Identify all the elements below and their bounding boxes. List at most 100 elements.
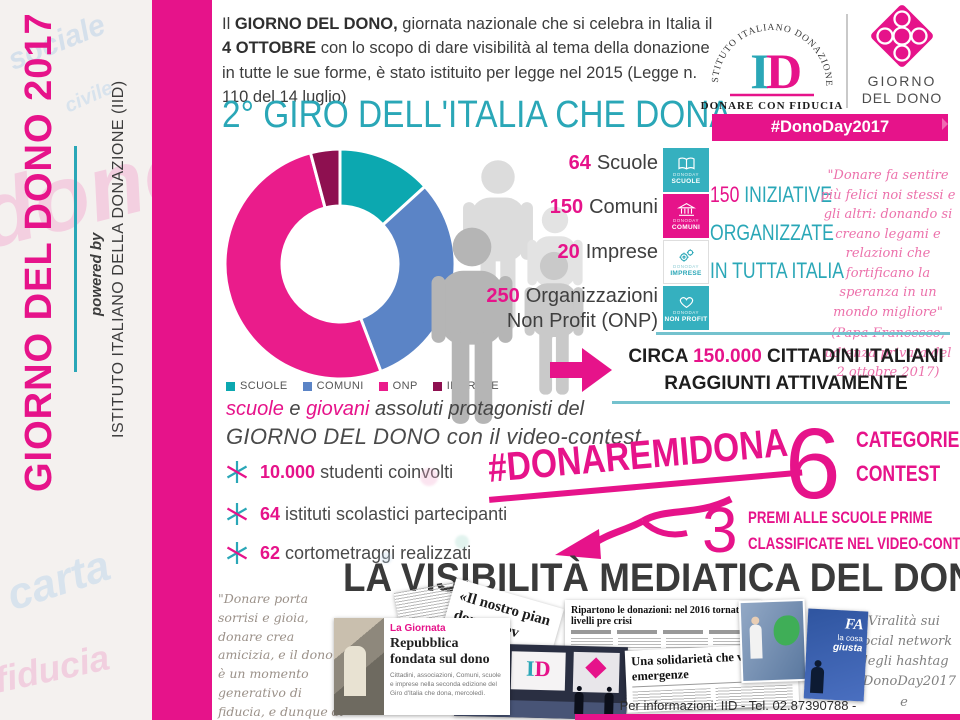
bullet-cortometraggi: 62 cortometraggi realizzati [224, 540, 471, 566]
legend-swatch [226, 381, 235, 391]
bullet-label: studenti coinvolti [320, 461, 454, 482]
heart-icon [679, 296, 693, 308]
schools-intro-line2: GIORNO DEL DONO con il video-contest [226, 424, 641, 450]
footer-pink-strip [575, 714, 960, 720]
mattarella-quote: "Donare porta sorrisi e gioia, donare cr… [218, 590, 344, 720]
iid-logo: ISTITUTO ITALIANO DONAZIONE I D DONARE C… [700, 4, 844, 112]
stat-label: Imprese [585, 241, 658, 263]
gdd-logo-line1: GIORNO [868, 73, 937, 89]
newspaper-clipping-giornata: La Giornata Repubblica fondata sul dono … [334, 618, 510, 715]
stage-backdrop-panel: ID [510, 651, 566, 691]
donoday-hashtag: #DonoDay2017 [770, 118, 890, 136]
contest-label-categorie: CATEGORIE [856, 427, 960, 453]
bullet-label: istituti scolastici partecipanti [285, 503, 508, 524]
legend-label: ONP [392, 380, 418, 392]
legend-item: SCUOLE [226, 380, 288, 392]
asterisk-icon [226, 503, 248, 525]
badge-label: IMPRESE [670, 269, 702, 277]
badge-top-text: DONODAY [673, 171, 699, 177]
schools-intro-line1: scuole e giovani assoluti protagonisti d… [226, 398, 584, 421]
stat-value: 150 [549, 196, 584, 218]
prizes-text: PREMI ALLE SCUOLE PRIME [748, 508, 933, 527]
pope-quote-text: "Donare fa sentire più felici noi stessi… [820, 168, 956, 320]
schools-text: e [283, 398, 307, 420]
legend-item: ONP [378, 380, 418, 392]
reach-text: CIRCA [628, 346, 694, 367]
bullet-istituti: 64 istituti scolastici partecipanti [224, 501, 507, 527]
iid-logo-tagline: DONARE CON FIDUCIA [701, 100, 844, 112]
stat-label: Scuole [596, 152, 658, 174]
donut-segment-imprese [308, 147, 342, 210]
legend-swatch [378, 381, 388, 391]
background-speck [420, 468, 438, 486]
initiatives-block: 150 INIZIATIVE ORGANIZZATE IN TUTTA ITAL… [710, 176, 877, 290]
event-title-vertical: GIORNO DEL DONO 2017 [18, 12, 60, 492]
intro-text: con lo scopo di dare visibilità al tema … [222, 39, 710, 107]
pope-quote-attribution: (Papa Francesco, udienza privata del 2 o… [824, 326, 952, 380]
schools-text: assoluti protagonisti del [369, 398, 585, 420]
badge-donoday-nonprofit: DONODAY NON PROFIT [663, 286, 709, 330]
clipping-body-text: Cittadini, associazioni, Comuni, scuole … [390, 672, 501, 697]
contest-label-text: CATEGORIE [856, 427, 960, 452]
book-icon [677, 156, 695, 170]
intro-text: Il [222, 15, 235, 33]
legend-swatch [432, 381, 442, 391]
initiatives-word: INIZIATIVE [739, 182, 832, 207]
tv-green-graphic [773, 615, 801, 646]
legend-label: COMUNI [316, 380, 364, 392]
gdd-diamond-icon [871, 5, 933, 67]
badge-top-text: DONODAY [673, 309, 699, 315]
schools-word-giovani: giovani [306, 398, 370, 420]
initiatives-line2: ORGANIZZATE [710, 220, 834, 245]
clipping-kicker: La Giornata [390, 623, 446, 634]
prizes-number-3: 3 [702, 494, 738, 566]
iid-logo-letter-i: I [750, 43, 769, 99]
asterisk-icon [226, 461, 248, 483]
stat-label-line2: Non Profit (ONP) [506, 310, 658, 332]
donut-segment-onp [223, 151, 383, 381]
bank-icon [676, 202, 696, 216]
badge-donoday-imprese: DONODAY IMPRESE [663, 240, 709, 284]
legend-swatch [302, 381, 312, 391]
badge-donoday-comuni: DONODAY COMUNI [663, 194, 709, 238]
stat-comuni: 150 Comuni [550, 196, 658, 219]
tv-title-line: giusta [832, 641, 863, 655]
prizes-line2: CLASSIFICATE NEL VIDEO-CONTEST [748, 534, 960, 554]
initiatives-line3: IN TUTTA ITALIA [710, 258, 844, 283]
clipping-photo [334, 618, 384, 715]
intro-bold-date: 4 OTTOBRE [222, 39, 317, 58]
watermark-word: civile [61, 76, 117, 118]
clipping-headline: Repubblica fondata sul dono [390, 636, 490, 667]
watermark-word: carta [0, 540, 117, 621]
clipping-body: La Giornata Repubblica fondata sul dono … [384, 618, 510, 715]
schools-word-scuole: scuole [226, 398, 284, 420]
donut-segment-comuni [358, 184, 457, 374]
pope-quote: "Donare fa sentire più felici noi stessi… [820, 166, 956, 383]
iid-logo-letter-d: D [766, 43, 802, 99]
stat-onp: 250 Organizzazioni Non Profit (ONP) [486, 284, 658, 334]
reach-line2: RAGGIUNTI ATTIVAMENTE [664, 372, 908, 394]
curl-arrow-icon [555, 495, 733, 559]
initiatives-number: 150 [710, 182, 740, 207]
bullet-number: 64 [260, 503, 281, 524]
background-speck [380, 552, 392, 564]
bullet-number: 10.000 [260, 461, 316, 482]
clipping-photo-figure [344, 646, 366, 696]
stat-scuole: 64 Scuole [569, 152, 658, 175]
contest-label-contest: CONTEST [856, 461, 960, 487]
stage-diamond-icon [585, 657, 607, 679]
tv-person [749, 624, 763, 659]
schools-text: con il video-contest [440, 424, 642, 449]
bullet-number: 62 [260, 542, 281, 563]
prizes-line1: PREMI ALLE SCUOLE PRIME [748, 508, 960, 528]
badge-label: NON PROFIT [664, 315, 708, 323]
reach-number: 150.000 [693, 346, 762, 367]
badge-donoday-scuole: DONODAY SCUOLE [663, 148, 709, 192]
legend-label: SCUOLE [240, 380, 288, 392]
stat-value: 64 [568, 152, 591, 174]
clipping-headline: Ripartono le donazioni: nel 2016 tornate… [571, 605, 754, 627]
teal-divider-bottom [612, 401, 950, 404]
intro-text: giornata nazionale che si celebra in Ita… [397, 15, 713, 33]
teal-divider-top [656, 332, 950, 335]
